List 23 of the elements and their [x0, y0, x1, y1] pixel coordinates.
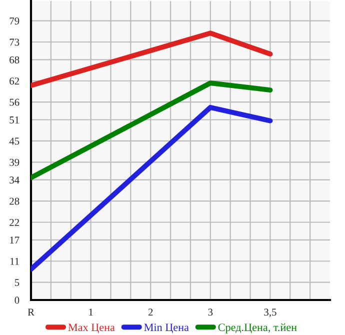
legend-label: Сред.Цена, т.йен	[218, 323, 297, 334]
y-tick-label: 73	[10, 38, 20, 46]
x-tick-label: 2	[148, 308, 153, 316]
legend-label: Min Цена	[144, 324, 189, 334]
y-tick-label: 62	[10, 78, 19, 85]
x-tick-label: R	[28, 308, 34, 316]
y-tick-label: 17	[10, 236, 20, 244]
x-tick-label: 3,5	[264, 308, 276, 318]
y-tick-label: 45	[9, 138, 20, 145]
y-tick-label: 68	[10, 56, 20, 64]
y-tick-label: 51	[10, 116, 19, 124]
y-tick-label: 39	[10, 158, 20, 166]
y-tick-label: 0	[14, 296, 20, 304]
y-tick-label: 79	[10, 18, 20, 25]
y-tick-label: 11	[10, 258, 19, 265]
x-tick-label: 3	[208, 308, 213, 316]
y-tick-label: 34	[10, 176, 20, 184]
legend-label: Max Цена	[68, 324, 115, 334]
y-tick-label: 28	[10, 198, 20, 205]
y-tick-label: 22	[10, 218, 19, 226]
y-tick-label: 5	[14, 279, 20, 286]
y-tick-label: 56	[10, 98, 20, 106]
x-tick-label: 1	[89, 308, 93, 316]
